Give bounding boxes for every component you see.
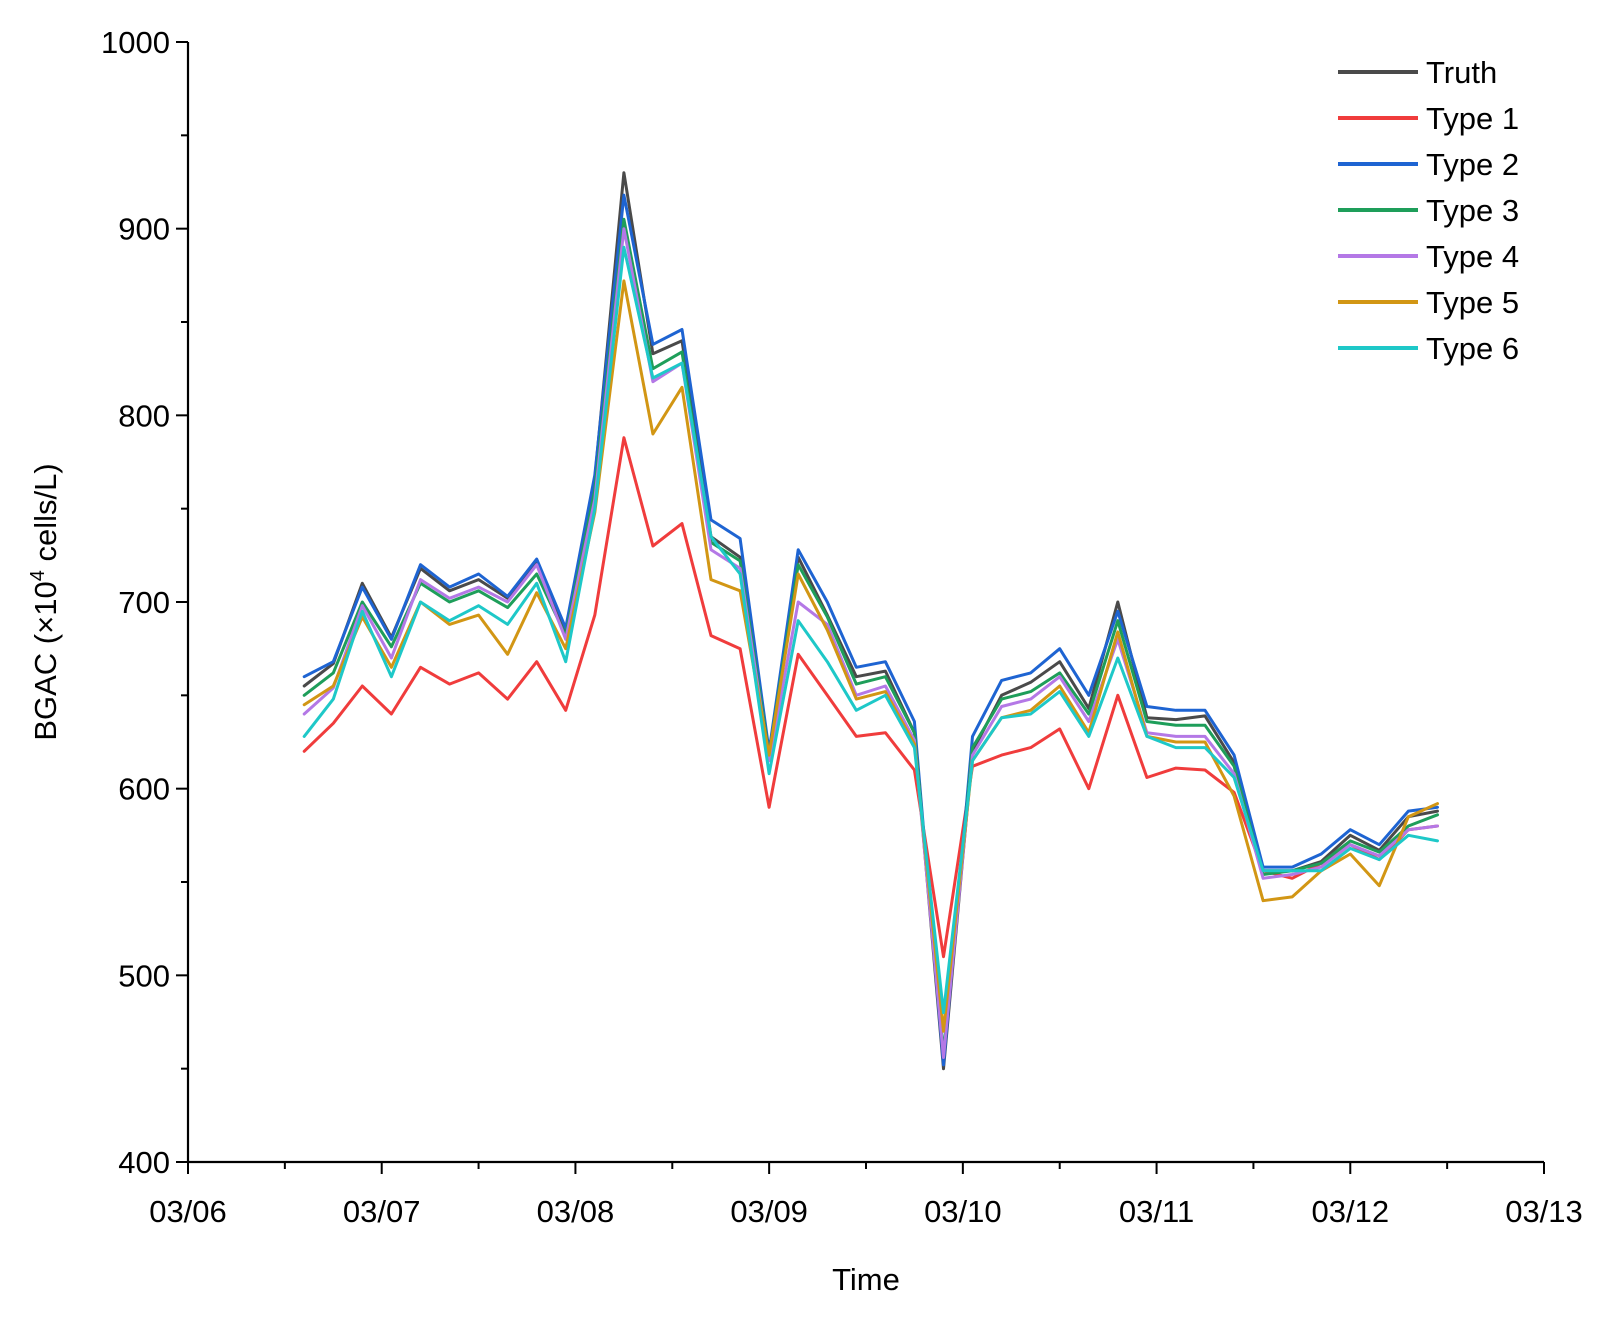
y-tick-label: 600 [118, 772, 170, 807]
series-group [302, 171, 1439, 1071]
series-line-type-3 [302, 217, 1439, 1056]
y-axis-title-sup: 4 [27, 570, 49, 581]
x-tick-label: 03/08 [537, 1194, 615, 1229]
series-line-type-2 [302, 193, 1439, 1067]
y-tick-label: 1000 [101, 25, 170, 60]
y-tick-label: 400 [118, 1145, 170, 1180]
y-axis-title-main: BGAC (×10 [28, 581, 63, 740]
x-tick-label: 03/13 [1505, 1194, 1583, 1229]
y-tick-label: 500 [118, 958, 170, 993]
y-axis-title-tail: cells/L) [28, 463, 63, 570]
legend-label: Type 4 [1426, 239, 1519, 274]
x-tick-label: 03/06 [149, 1194, 227, 1229]
legend-label: Type 5 [1426, 285, 1519, 320]
x-tick-label: 03/07 [343, 1194, 421, 1229]
series-line-truth [302, 171, 1439, 1071]
y-tick-label: 900 [118, 212, 170, 247]
y-tick-label: 800 [118, 398, 170, 433]
series-line-type-6 [302, 245, 1439, 1015]
x-tick-label: 03/11 [1119, 1194, 1194, 1229]
y-axis-title: BGAC (×104 cells/L) [27, 463, 63, 740]
legend-label: Type 2 [1426, 147, 1519, 182]
legend-label: Truth [1426, 55, 1497, 90]
y-tick-label: 700 [118, 585, 170, 620]
series-line-type-4 [302, 227, 1439, 1059]
x-tick-label: 03/12 [1311, 1194, 1389, 1229]
x-axis-title: Time [832, 1262, 900, 1297]
x-tick-label: 03/10 [924, 1194, 1002, 1229]
legend: Truth Type 1 Type 2 Type 3 Type 4 Type 5 Type … [1338, 55, 1519, 366]
x-tick-label: 03/09 [730, 1194, 808, 1229]
legend-label: Type 3 [1426, 193, 1519, 228]
series-line-type-5 [302, 279, 1439, 1033]
legend-label: Type 6 [1426, 331, 1519, 366]
x-axis-ticks: 03/06 03/07 03/08 03/09 03/10 03/11 03/12 03/13 [149, 1162, 1583, 1229]
y-axis-ticks: 400 500 600 700 800 900 1000 [101, 25, 188, 1180]
legend-label: Type 1 [1426, 101, 1519, 136]
